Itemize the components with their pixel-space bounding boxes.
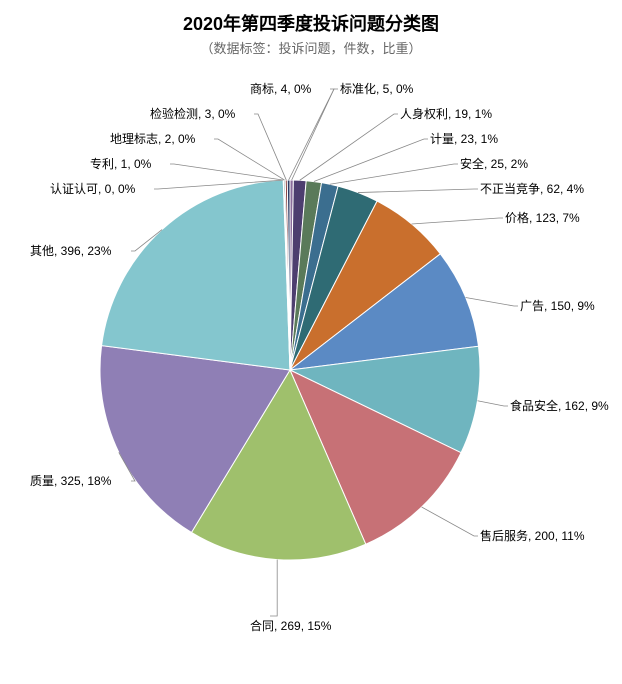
leader-line	[214, 139, 285, 180]
leader-line	[300, 114, 398, 180]
leader-line	[358, 189, 478, 193]
slice-label: 广告, 150, 9%	[520, 300, 595, 313]
slice-label: 其他, 396, 23%	[30, 245, 111, 258]
slice-label: 认证认可, 0, 0%	[50, 183, 135, 196]
slice-label: 地理标志, 2, 0%	[110, 133, 195, 146]
slice-label: 专利, 1, 0%	[90, 158, 151, 171]
leader-line	[292, 89, 338, 180]
slice-label: 售后服务, 200, 11%	[480, 530, 585, 543]
leader-line	[477, 401, 508, 406]
pie-chart	[0, 0, 622, 684]
slice-label: 价格, 123, 7%	[505, 212, 580, 225]
leader-line	[314, 139, 428, 182]
chart-container: 2020年第四季度投诉问题分类图 （数据标签：投诉问题，件数，比重） 标准化, …	[0, 0, 622, 684]
leader-line	[289, 89, 334, 180]
leader-line	[270, 560, 277, 616]
slice-label: 食品安全, 162, 9%	[510, 400, 609, 413]
slice-label: 计量, 23, 1%	[430, 133, 498, 146]
leader-line	[330, 164, 458, 184]
slice-label: 质量, 325, 18%	[30, 475, 111, 488]
slice-label: 检验检测, 3, 0%	[150, 108, 235, 121]
leader-line	[170, 164, 284, 180]
leader-line	[422, 507, 478, 536]
slice-label: 合同, 269, 15%	[250, 620, 331, 633]
pie-slice	[102, 180, 290, 370]
slice-label: 标准化, 5, 0%	[340, 83, 413, 96]
slice-label: 不正当竞争, 62, 4%	[480, 183, 584, 196]
slice-label: 人身权利, 19, 1%	[400, 108, 492, 121]
slice-label: 商标, 4, 0%	[250, 83, 311, 96]
slice-label: 安全, 25, 2%	[460, 158, 528, 171]
leader-line	[466, 297, 518, 306]
leader-line	[254, 114, 286, 180]
leader-line	[412, 218, 503, 224]
